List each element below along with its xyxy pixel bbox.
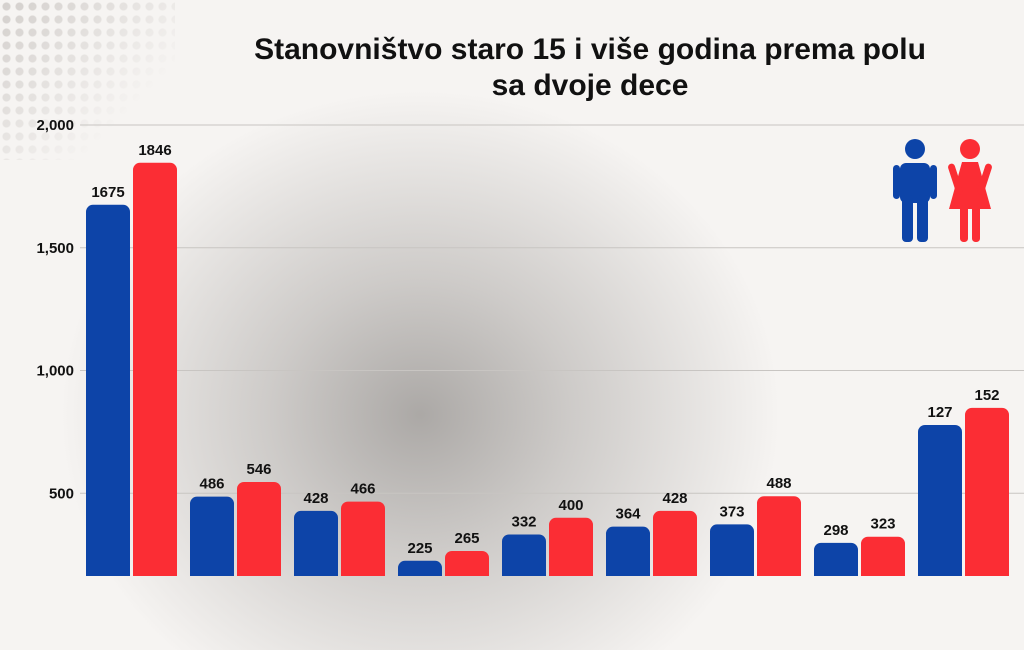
bar-female (133, 162, 177, 576)
data-label-male: 127 (927, 404, 952, 421)
y-tick-label: 2,000 (36, 117, 74, 134)
data-label-male: 428 (303, 490, 328, 507)
woman-icon (948, 139, 992, 242)
bar-male (398, 560, 442, 576)
bar-female (445, 550, 489, 576)
bar-male (190, 496, 234, 576)
man-icon (893, 139, 937, 242)
bar-female (549, 517, 593, 576)
data-label-male: 486 (199, 476, 224, 493)
data-label-male: 373 (719, 503, 744, 520)
bar-female (965, 407, 1009, 576)
bar-male (86, 204, 130, 576)
bar-male (814, 542, 858, 576)
y-tick-label: 500 (49, 485, 74, 502)
y-tick-label: 1,000 (36, 363, 74, 380)
bar-female (653, 510, 697, 576)
bar-male (294, 510, 338, 576)
bar-male (606, 526, 650, 576)
bar-male (918, 425, 962, 576)
data-label-female: 152 (974, 387, 999, 404)
data-label-female: 323 (870, 516, 895, 533)
data-label-female: 428 (662, 490, 687, 507)
data-label-female: 466 (350, 481, 375, 498)
chart-title-line-2: sa dvoje dece (491, 69, 689, 102)
data-label-female: 265 (454, 530, 479, 547)
chart-title-line-1: Stanovništvo staro 15 i više godina prem… (254, 33, 926, 66)
data-label-female: 400 (558, 497, 583, 514)
data-label-male: 1675 (91, 184, 124, 201)
data-label-male: 298 (823, 522, 848, 539)
bar-male (502, 534, 546, 576)
data-label-male: 364 (615, 506, 641, 523)
bar-chart: 500 1,000 1,500 2,000 1675 1846 486 546 428 466 22… (36, 117, 1024, 576)
data-label-male: 332 (511, 513, 536, 530)
bar-female (341, 501, 385, 576)
data-label-female: 488 (766, 475, 791, 492)
chart-title: Stanovništvo staro 15 i više godina prem… (150, 32, 1024, 104)
bar-female (757, 496, 801, 576)
bar-male (710, 524, 754, 576)
data-label-female: 1846 (138, 142, 171, 159)
y-tick-label: 1,500 (36, 240, 74, 257)
data-label-male: 225 (407, 540, 432, 557)
bar-female (237, 481, 281, 576)
bar-female (861, 536, 905, 576)
data-label-female: 546 (246, 461, 271, 478)
